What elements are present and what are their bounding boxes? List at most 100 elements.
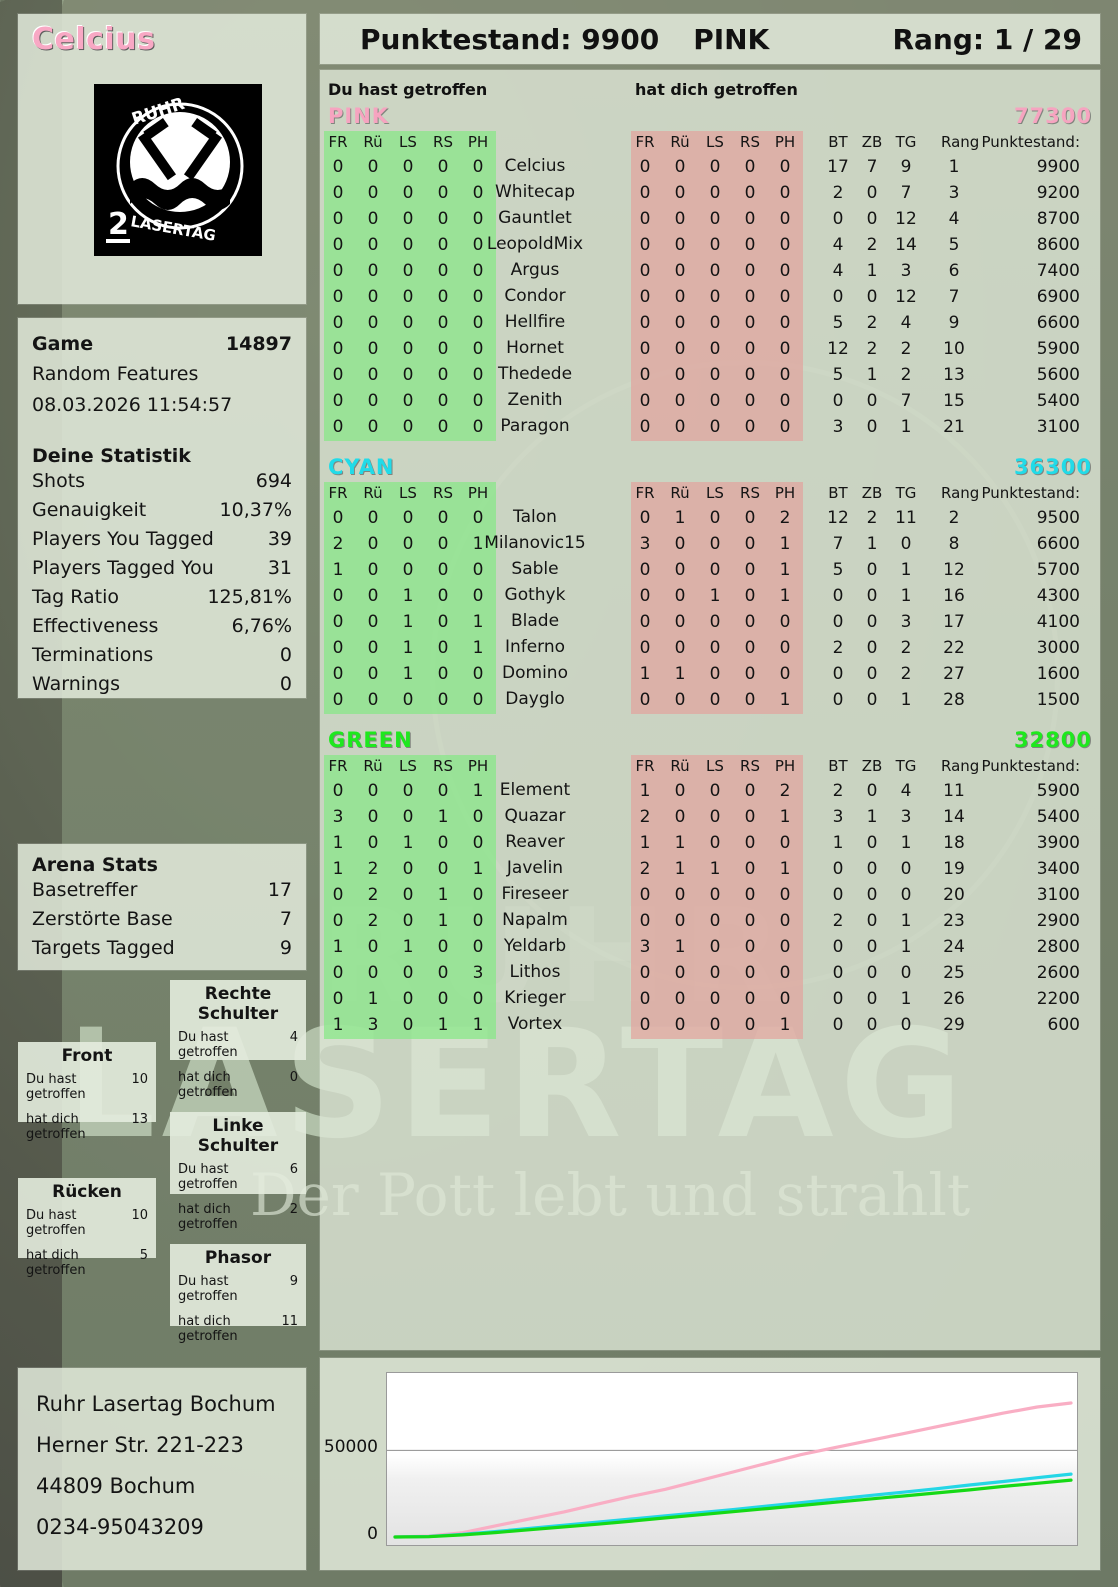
table-row[interactable]: 0 1 0 0 0 Krieger 0 0 0 0 0 0 0 1 26 2200: [320, 987, 1100, 1013]
cell-you-hit-Rü: 0: [367, 560, 379, 580]
table-row[interactable]: 1 0 1 0 0 Yeldarb 3 1 0 0 0 0 0 1 24 2800: [320, 935, 1100, 961]
col-header-left-RS: RS: [433, 133, 453, 151]
cell-hit-you-PH: 1: [779, 859, 791, 879]
bodypart-gothit-value: 5: [139, 1248, 148, 1263]
player-name-cell[interactable]: Reaver: [505, 832, 565, 852]
address-line: Herner Str. 221-223: [36, 1433, 244, 1457]
player-name-cell[interactable]: Vortex: [507, 1014, 563, 1034]
player-name-cell[interactable]: Yeldarb: [503, 936, 567, 956]
bodypart-hit-value: 10: [131, 1072, 148, 1087]
cell-tg: 14: [895, 235, 917, 255]
bodypart-phasor: Phasor Du hast getroffen 9 hat dich getroff…: [170, 1244, 306, 1344]
player-name-cell[interactable]: Whitecap: [495, 182, 575, 202]
player-name-cell[interactable]: Blade: [510, 611, 560, 631]
cell-hit-you-PH: 1: [779, 1015, 791, 1035]
cell-rang: 28: [943, 690, 965, 710]
col-header-left-FR: FR: [328, 757, 348, 775]
player-name-cell[interactable]: Hellfire: [504, 312, 566, 332]
player-name-cell[interactable]: Talon: [513, 507, 557, 527]
player-name-cell[interactable]: Condor: [504, 286, 566, 306]
table-row[interactable]: 0 0 0 0 0 Whitecap 0 0 0 0 0 2 0 7 3 9200: [320, 181, 1100, 207]
chart-lines: [387, 1401, 1077, 1539]
cell-you-hit-Rü: 0: [367, 261, 379, 281]
player-name-cell[interactable]: Inferno: [504, 637, 566, 657]
table-row[interactable]: 0 0 0 0 0 LeopoldMix 0 0 0 0 0 4 2 14 5 8600: [320, 233, 1100, 259]
player-name-cell[interactable]: Gothyk: [504, 585, 566, 605]
table-row[interactable]: 0 0 1 0 1 Inferno 0 0 0 0 0 2 0 2 22 3000: [320, 636, 1100, 662]
cell-you-hit-RS: 1: [437, 1015, 449, 1035]
table-row[interactable]: 0 0 0 0 0 Gauntlet 0 0 0 0 0 0 0 12 4 8700: [320, 207, 1100, 233]
table-row[interactable]: 0 0 1 0 0 Gothyk 0 0 1 0 1 0 0 1 16 4300: [320, 584, 1100, 610]
player-name-cell[interactable]: Milanovic15: [484, 533, 586, 553]
table-row[interactable]: 1 2 0 0 1 Javelin 2 1 1 0 1 0 0 0 19 3400: [320, 857, 1100, 883]
table-row[interactable]: 1 0 0 0 0 Sable 0 0 0 0 1 5 0 1 12 5700: [320, 558, 1100, 584]
table-row[interactable]: 0 0 1 0 0 Domino 1 1 0 0 0 0 0 2 27 1600: [320, 662, 1100, 688]
table-row[interactable]: 2 0 0 0 1 Milanovic15 3 0 0 0 1 7 1 0 8 6600: [320, 532, 1100, 558]
table-row[interactable]: 0 2 0 1 0 Napalm 0 0 0 0 0 2 0 1 23 2900: [320, 909, 1100, 935]
table-row[interactable]: 0 0 0 0 0 Dayglo 0 0 0 0 1 0 0 1 28 1500: [320, 688, 1100, 714]
table-row[interactable]: 0 0 0 0 0 Argus 0 0 0 0 0 4 1 3 6 7400: [320, 259, 1100, 285]
table-row[interactable]: 0 2 0 1 0 Fireseer 0 0 0 0 0 0 0 0 20 3100: [320, 883, 1100, 909]
cell-you-hit-LS: 1: [402, 638, 414, 658]
table-row[interactable]: 0 0 0 0 0 Thedede 0 0 0 0 0 5 1 2 13 5600: [320, 363, 1100, 389]
table-row[interactable]: 0 0 0 0 0 Talon 0 1 0 0 2 12 2 11 2 9500: [320, 506, 1100, 532]
cell-punktestand: 7400: [1036, 261, 1080, 281]
player-name-cell[interactable]: Lithos: [509, 962, 561, 982]
cell-rang: 29: [943, 1015, 965, 1035]
player-name-cell[interactable]: Sable: [511, 559, 559, 579]
bodypart-title: Front: [61, 1046, 113, 1066]
stat-row: Effectiveness 6,76%: [32, 612, 292, 641]
player-name-cell[interactable]: Thedede: [497, 364, 573, 384]
cell-you-hit-PH: 1: [472, 638, 484, 658]
cell-tg: 11: [895, 508, 917, 528]
player-name-cell[interactable]: Domino: [502, 663, 568, 683]
player-name-cell[interactable]: Dayglo: [505, 689, 565, 709]
player-name-cell[interactable]: Celcius: [504, 156, 566, 176]
player-name-cell[interactable]: Zenith: [507, 390, 563, 410]
cell-zb: 1: [866, 807, 878, 827]
column-header-you-hit: Du hast getroffen: [328, 80, 488, 99]
table-row[interactable]: 1 0 1 0 0 Reaver 1 1 0 0 0 1 0 1 18 3900: [320, 831, 1100, 857]
player-name-cell[interactable]: Krieger: [504, 988, 566, 1008]
game-datetime: 08.03.2026 11:54:57: [32, 394, 233, 416]
table-row[interactable]: 0 0 0 0 3 Lithos 0 0 0 0 0 0 0 0 25 2600: [320, 961, 1100, 987]
table-row[interactable]: 0 0 0 0 0 Paragon 0 0 0 0 0 3 0 1 21 3100: [320, 415, 1100, 441]
cell-you-hit-Rü: 0: [367, 209, 379, 229]
cell-you-hit-LS: 0: [402, 391, 414, 411]
cell-punktestand: 9900: [1036, 157, 1080, 177]
col-header-right-RS: RS: [740, 757, 760, 775]
table-row[interactable]: 0 0 0 0 1 Element 1 0 0 0 2 2 0 4 11 5900: [320, 779, 1100, 805]
chart-ytick-50000: 50000: [323, 1437, 378, 1458]
cell-you-hit-RS: 0: [437, 339, 449, 359]
table-row[interactable]: 0 0 0 0 0 Hornet 0 0 0 0 0 12 2 2 10 5900: [320, 337, 1100, 363]
player-name-cell[interactable]: Hornet: [506, 338, 564, 358]
table-row[interactable]: 0 0 0 0 0 Hellfire 0 0 0 0 0 5 2 4 9 6600: [320, 311, 1100, 337]
player-name-cell[interactable]: LeopoldMix: [486, 234, 584, 254]
cell-hit-you-PH: 0: [779, 313, 791, 333]
player-name-cell[interactable]: Fireseer: [501, 884, 569, 904]
table-row[interactable]: 0 0 1 0 1 Blade 0 0 0 0 0 0 0 3 17 4100: [320, 610, 1100, 636]
table-row[interactable]: 1 3 0 1 1 Vortex 0 0 0 0 1 0 0 0 29 600: [320, 1013, 1100, 1039]
player-name-cell[interactable]: Quazar: [504, 806, 566, 826]
stat-label: Players You Tagged: [32, 528, 214, 550]
cell-punktestand: 6600: [1036, 534, 1080, 554]
table-row[interactable]: 3 0 0 1 0 Quazar 2 0 0 0 1 3 1 3 14 5400: [320, 805, 1100, 831]
cell-you-hit-RS: 0: [437, 963, 449, 983]
player-name-cell[interactable]: Gauntlet: [498, 208, 572, 228]
col-header-left-Rü: Rü: [363, 484, 383, 502]
stat-row: Tag Ratio 125,81%: [32, 583, 292, 612]
player-name-cell[interactable]: Element: [499, 780, 571, 800]
table-row[interactable]: 0 0 0 0 0 Condor 0 0 0 0 0 0 0 12 7 6900: [320, 285, 1100, 311]
bodypart-title: Rechte Schulter: [197, 984, 279, 1024]
cell-hit-you-PH: 0: [779, 417, 791, 437]
cell-hit-you-Rü: 0: [674, 586, 686, 606]
cell-rang: 2: [948, 508, 960, 528]
table-row[interactable]: 0 0 0 0 0 Celcius 0 0 0 0 0 17 7 9 1 9900: [320, 155, 1100, 181]
player-name-cell[interactable]: Argus: [510, 260, 560, 280]
cell-you-hit-Rü: 0: [367, 339, 379, 359]
table-row[interactable]: 0 0 0 0 0 Zenith 0 0 0 0 0 0 0 7 15 5400: [320, 389, 1100, 415]
cell-rang: 16: [943, 586, 965, 606]
player-name-cell[interactable]: Paragon: [500, 416, 570, 436]
player-name-cell[interactable]: Napalm: [502, 910, 568, 930]
player-name-cell[interactable]: Javelin: [506, 858, 564, 878]
